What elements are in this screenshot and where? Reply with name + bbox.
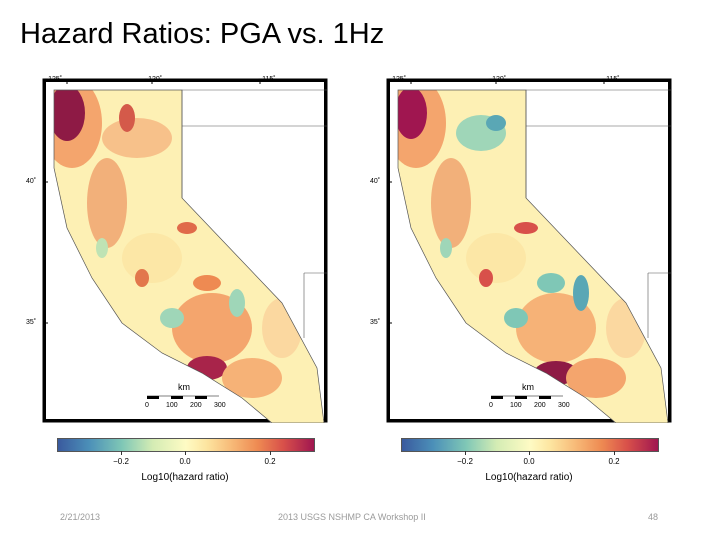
scale-unit: km	[178, 382, 190, 392]
scale-tick: 100	[166, 402, 178, 409]
scale-tick: 0	[145, 402, 149, 409]
lon-tick-label: −125˚	[44, 76, 63, 83]
hazard-ratio-map-pga: −125˚ −120˚ −115˚ 40˚ 35˚ km 0 100 200 3…	[26, 76, 328, 423]
lat-tick-label: 35˚	[370, 319, 381, 326]
colorbar-tick: 0.2	[264, 457, 276, 466]
lat-tick-label: 40˚	[26, 178, 37, 185]
colorbar-label: Log10(hazard ratio)	[141, 472, 229, 483]
scale-tick: 0	[489, 402, 493, 409]
colorbar-tick: 0.0	[179, 457, 191, 466]
colorbar-right: −0.2 0.0 0.2 Log10(hazard ratio)	[401, 438, 661, 488]
lat-tick-label: 40˚	[370, 178, 381, 185]
scale-tick: 200	[190, 402, 202, 409]
scale-tick: 300	[214, 402, 226, 409]
scale-unit: km	[522, 382, 534, 392]
colorbar-left: −0.2 0.0 0.2 Log10(hazard ratio)	[57, 438, 317, 488]
lon-tick-label: −125˚	[388, 76, 407, 83]
page-number: 48	[648, 512, 659, 522]
footer-date: 2/21/2013	[60, 512, 101, 522]
lat-tick-label: 35˚	[26, 319, 37, 326]
hazard-ratio-map-1hz: −125˚ −120˚ −115˚ 40˚ 35˚ km 0 100 200 3…	[370, 76, 672, 423]
scale-tick: 100	[510, 402, 522, 409]
colorbar-gradient	[57, 438, 315, 452]
lon-tick-label: −115˚	[258, 76, 276, 83]
lon-tick-label: −120˚	[488, 76, 507, 83]
colorbar-tick: −0.2	[457, 457, 473, 466]
lon-tick-label: −120˚	[144, 76, 163, 83]
lon-tick-label: −115˚	[602, 76, 620, 83]
scale-tick: 300	[558, 402, 570, 409]
scale-tick: 200	[534, 402, 546, 409]
colorbar-tick: 0.2	[608, 457, 620, 466]
colorbar-gradient	[401, 438, 659, 452]
colorbar-label: Log10(hazard ratio)	[485, 472, 573, 483]
colorbar-tick: −0.2	[113, 457, 129, 466]
footer-center-text: 2013 USGS NSHMP CA Workshop II	[278, 512, 426, 522]
colorbar-tick: 0.0	[523, 457, 535, 466]
slide-title: Hazard Ratios: PGA vs. 1Hz	[20, 18, 385, 50]
